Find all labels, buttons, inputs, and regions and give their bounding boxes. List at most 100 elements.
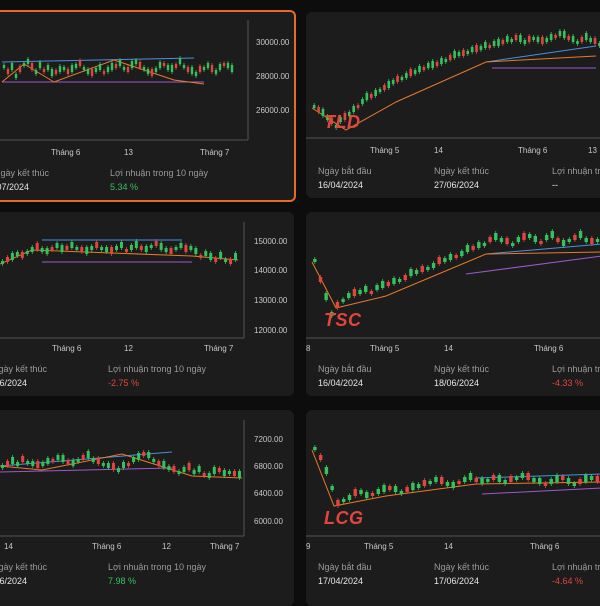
candle-body xyxy=(422,480,427,486)
x-axis-label: 14 xyxy=(4,542,13,551)
candle-body xyxy=(335,302,340,308)
candle-body xyxy=(576,41,579,44)
candle-body xyxy=(409,269,413,276)
candle-body xyxy=(35,243,39,250)
candle-body xyxy=(580,37,584,42)
candle-body xyxy=(347,495,352,500)
chart-card-bottom-left[interactable]: 7200.00 6800.00 6400.00 6000.00 14 Tháng… xyxy=(0,410,294,606)
candle-body xyxy=(182,65,186,68)
candle-body xyxy=(503,480,507,484)
candle-body xyxy=(227,471,231,474)
candle-body xyxy=(445,482,450,486)
candle-body xyxy=(448,254,453,260)
candle-body xyxy=(30,63,34,70)
candle-body xyxy=(46,65,50,70)
candles-group xyxy=(311,29,600,131)
candle-body xyxy=(549,34,553,40)
candle-body xyxy=(318,277,323,282)
candle-body xyxy=(352,106,356,112)
candle-body xyxy=(56,455,60,460)
candle-body xyxy=(403,275,407,280)
candle-body xyxy=(159,243,163,250)
candle-body xyxy=(347,112,351,116)
candle-body xyxy=(375,285,379,290)
candle-body xyxy=(488,45,492,48)
candle-body xyxy=(431,61,434,68)
candle-body xyxy=(50,247,54,250)
candle-body xyxy=(45,248,49,254)
price-label: 14000.00 xyxy=(254,266,288,275)
candle-body xyxy=(110,63,114,70)
candle-body xyxy=(70,65,74,72)
candle-body xyxy=(426,267,430,270)
candlestick-chart: 30000.00 28000.00 26000.00 Tháng 6 13 Th… xyxy=(0,20,290,157)
candle-body xyxy=(157,461,161,466)
candle-body xyxy=(190,67,194,74)
support-trendline xyxy=(0,467,173,473)
candle-body xyxy=(137,453,141,460)
candle-body xyxy=(102,71,106,74)
candle-body xyxy=(526,473,530,480)
chart-card-lcg[interactable]: 9 Tháng 5 14 Tháng 6 LCG Ngày bắt đầu 17… xyxy=(306,410,600,606)
x-axis-label: Tháng 6 xyxy=(530,542,560,551)
candlestick-chart: 7200.00 6800.00 6400.00 6000.00 14 Tháng… xyxy=(0,420,283,551)
candle-body xyxy=(134,60,138,64)
end-date-field: Ngày kết thúc /07/2024 xyxy=(0,168,50,192)
chart-card-tsc[interactable]: 8 Tháng 5 14 Tháng 6 TSC Ngày bắt đầu 16… xyxy=(306,212,600,396)
candle-body xyxy=(132,457,136,462)
candle-body xyxy=(58,66,62,72)
chart-card-mid-left[interactable]: 15000.00 14000.00 13000.00 12000.00 Thán… xyxy=(0,212,294,396)
candle-body xyxy=(119,242,123,248)
candle-body xyxy=(187,463,191,470)
candle-body xyxy=(194,248,198,254)
x-axis-label: Tháng 7 xyxy=(210,542,240,551)
candle-body xyxy=(391,80,395,84)
candle-body xyxy=(206,63,210,68)
x-axis-label: Tháng 5 xyxy=(364,542,394,551)
candle-body xyxy=(343,113,347,120)
candle-body xyxy=(10,63,14,70)
candle-body xyxy=(130,61,134,68)
candle-body xyxy=(174,64,178,68)
candle-body xyxy=(370,493,375,496)
zigzag-line xyxy=(311,449,600,507)
candle-body xyxy=(536,37,540,42)
price-label: 15000.00 xyxy=(254,237,288,246)
candle-body xyxy=(365,492,369,498)
candle-body xyxy=(55,243,59,248)
candle-body xyxy=(457,481,461,484)
chart-card-tld[interactable]: Tháng 5 14 Tháng 6 13 TLD Ngày bắt đầu 1… xyxy=(306,12,600,198)
candle-body xyxy=(230,65,234,72)
candle-body xyxy=(494,233,498,240)
candle-body xyxy=(179,243,183,248)
candle-body xyxy=(486,479,490,482)
candle-body xyxy=(364,286,368,292)
candle-body xyxy=(474,478,479,482)
candle-body xyxy=(66,460,70,464)
candle-body xyxy=(36,461,40,468)
x-axis-label: Tháng 6 xyxy=(51,148,81,157)
candle-body xyxy=(522,233,526,240)
candle-body xyxy=(177,471,181,474)
candle-body xyxy=(499,238,504,242)
candle-body xyxy=(86,451,90,458)
candle-body xyxy=(501,40,505,44)
candle-body xyxy=(550,231,554,238)
candle-body xyxy=(516,237,521,242)
candle-body xyxy=(122,67,126,70)
candle-body xyxy=(50,69,54,76)
candle-body xyxy=(147,452,151,458)
candle-body xyxy=(60,245,64,252)
candle-body xyxy=(34,70,38,74)
resistance-trendline xyxy=(0,451,173,467)
candle-body xyxy=(224,259,228,262)
x-axis-label: Tháng 5 xyxy=(370,344,400,353)
candle-body xyxy=(6,69,10,74)
chart-card-top-left[interactable]: 30000.00 28000.00 26000.00 Tháng 6 13 Th… xyxy=(0,10,296,202)
price-label: 12000.00 xyxy=(254,326,288,335)
candle-body xyxy=(172,466,176,472)
candle-body xyxy=(572,483,577,486)
candle-body xyxy=(353,489,357,496)
candle-body xyxy=(5,257,9,262)
candle-body xyxy=(16,462,20,466)
